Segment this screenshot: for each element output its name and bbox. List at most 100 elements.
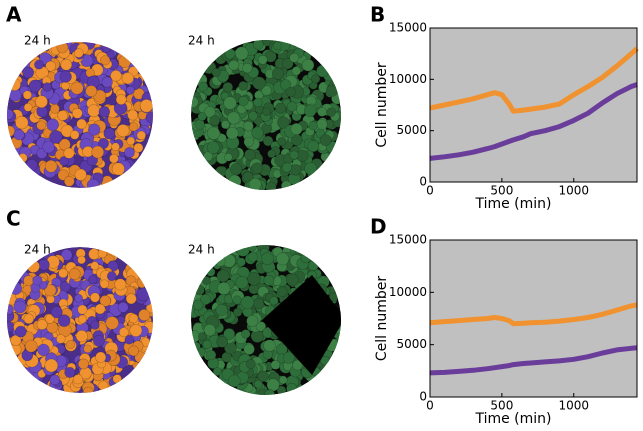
cell xyxy=(233,307,243,317)
cell xyxy=(25,159,38,172)
cell xyxy=(17,153,28,163)
cell xyxy=(38,280,48,290)
cell xyxy=(228,59,240,71)
cell xyxy=(133,142,144,153)
cell xyxy=(45,313,55,324)
render xyxy=(7,42,153,188)
series-line xyxy=(429,82,638,161)
cell xyxy=(22,66,35,79)
cell xyxy=(128,313,139,324)
cell xyxy=(286,382,298,395)
cell xyxy=(93,334,105,347)
cell xyxy=(252,40,264,50)
cell xyxy=(32,275,43,286)
cell xyxy=(206,267,216,277)
cell xyxy=(50,306,63,319)
cell xyxy=(59,70,72,83)
cell xyxy=(241,329,251,339)
cell xyxy=(217,281,231,296)
cell xyxy=(10,334,22,347)
cell xyxy=(106,271,117,281)
cell xyxy=(7,304,14,315)
cell xyxy=(316,64,329,78)
cell xyxy=(216,336,228,348)
y-tick-label: 0 xyxy=(419,390,427,404)
cell xyxy=(97,248,108,259)
cell xyxy=(200,293,212,306)
cell xyxy=(202,339,212,350)
cell xyxy=(203,324,216,337)
cell xyxy=(224,48,236,60)
cell xyxy=(91,145,105,159)
y-tick-label: 15000 xyxy=(389,233,427,247)
cell xyxy=(34,59,44,70)
render xyxy=(191,40,341,190)
cell xyxy=(247,245,257,252)
cell xyxy=(303,104,317,118)
cell xyxy=(244,148,256,161)
cell xyxy=(71,107,83,119)
panel-label: A xyxy=(6,3,22,27)
cell xyxy=(285,86,296,98)
cell xyxy=(44,358,59,373)
cell xyxy=(248,177,262,190)
cell xyxy=(78,358,89,370)
cell xyxy=(198,81,209,92)
x-tick-label: 500 xyxy=(490,184,513,198)
cell xyxy=(204,106,216,118)
cell xyxy=(116,124,130,138)
cell xyxy=(28,79,42,93)
cell xyxy=(215,304,228,317)
y-tick-label: 10000 xyxy=(389,72,427,86)
cell xyxy=(215,256,226,267)
cell xyxy=(60,58,73,71)
cell xyxy=(280,180,292,190)
cell xyxy=(63,147,75,159)
cell xyxy=(145,111,153,124)
cell xyxy=(307,260,319,271)
cell xyxy=(277,137,287,147)
cell xyxy=(95,351,107,363)
cell xyxy=(201,275,211,285)
x-axis-label: Time (min) xyxy=(474,411,551,427)
cell xyxy=(265,181,277,190)
cell xyxy=(203,151,214,162)
cell xyxy=(291,66,301,76)
cell xyxy=(68,268,81,280)
cell xyxy=(7,125,16,137)
x-tick-label: 1000 xyxy=(558,184,589,198)
cell xyxy=(49,130,63,144)
cell xyxy=(105,316,119,330)
cell xyxy=(8,78,21,91)
cell xyxy=(255,321,267,332)
series-line xyxy=(429,345,638,376)
cell xyxy=(121,72,134,85)
x-tick-label: 1000 xyxy=(558,399,589,413)
cell xyxy=(263,339,276,352)
cell xyxy=(66,340,76,350)
cell xyxy=(88,275,98,285)
cell xyxy=(317,107,327,117)
cell xyxy=(304,162,318,175)
cell xyxy=(248,111,258,121)
cell xyxy=(103,127,116,140)
x-tick-label: 0 xyxy=(426,184,434,198)
cell xyxy=(242,62,253,74)
cell xyxy=(247,251,258,263)
cell xyxy=(267,149,276,159)
cell xyxy=(46,118,60,132)
cell xyxy=(55,334,66,344)
cell xyxy=(215,166,227,178)
x-tick-label: 500 xyxy=(490,399,513,413)
cell xyxy=(23,275,34,286)
cell xyxy=(50,103,60,114)
plot-area xyxy=(430,28,637,182)
cell xyxy=(269,296,279,306)
cell xyxy=(138,308,151,321)
cell xyxy=(87,104,101,118)
cell xyxy=(76,118,87,130)
cell xyxy=(281,162,293,173)
cell xyxy=(252,76,266,90)
cell xyxy=(124,147,135,158)
